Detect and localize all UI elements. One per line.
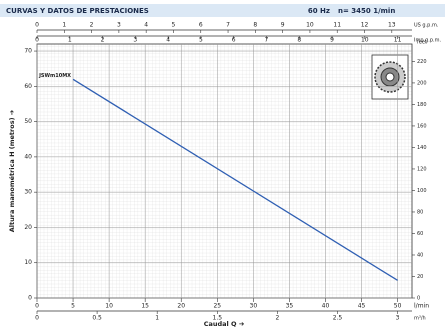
tick-label: 7 <box>226 22 230 29</box>
tick-label: 8 <box>297 37 301 44</box>
tick-label: 5 <box>199 37 203 44</box>
axis-unit: m³/h <box>414 316 426 322</box>
tick-label: 6 <box>232 37 236 44</box>
tick-label: 1.5 <box>213 315 223 322</box>
tick-label: 40 <box>417 252 423 258</box>
tick-label: 4 <box>144 22 148 29</box>
tick-label: 20 <box>417 274 423 280</box>
y-tick-label: 50 <box>24 118 32 125</box>
x-tick-label: 50 <box>394 303 402 310</box>
speed: n= 3450 1/min <box>338 7 395 15</box>
pump-icon <box>371 54 409 100</box>
tick-label: 220 <box>417 59 427 65</box>
tick-label: 2 <box>90 22 94 29</box>
tick-label: 2.5 <box>333 315 343 322</box>
tick-label: 11 <box>333 22 341 29</box>
x-tick-label: 25 <box>213 303 221 310</box>
tick-label: 60 <box>417 231 423 237</box>
series-label: JSWm10MX <box>38 73 71 79</box>
tick-label: 100 <box>417 188 427 194</box>
x-tick-label: 40 <box>322 303 330 310</box>
tick-label: 10 <box>361 37 369 44</box>
y-tick-label: 0 <box>28 295 32 302</box>
tick-label: 4 <box>166 37 170 44</box>
x-tick-label: 35 <box>286 303 294 310</box>
tick-label: 8 <box>253 22 257 29</box>
tick-label: 11 <box>394 37 402 44</box>
tick-label: 13 <box>388 22 396 29</box>
x-unit: l/min <box>414 303 429 310</box>
tick-label: 1 <box>62 22 66 29</box>
chart-title: CURVAS Y DATOS DE PRESTACIONES <box>6 7 149 15</box>
x-axis-label: Caudal Q ➔ <box>204 320 245 328</box>
tick-label: 3 <box>396 315 400 322</box>
frequency: 60 Hz <box>308 7 330 15</box>
x-tick-label: 15 <box>141 303 149 310</box>
axis-unit: US g.p.m. <box>414 23 439 29</box>
x-tick-label: 45 <box>358 303 366 310</box>
y-tick-label: 30 <box>24 189 32 196</box>
tick-label: 2 <box>101 37 105 44</box>
tick-label: 9 <box>281 22 285 29</box>
tick-label: 0 <box>417 296 420 302</box>
plot-area <box>36 43 413 299</box>
tick-label: 1 <box>155 315 159 322</box>
tick-label: 140 <box>417 145 427 151</box>
tick-label: 180 <box>417 102 427 108</box>
tick-label: 10 <box>306 22 314 29</box>
y-axis-label: Altura manométrica H (metros) ➔ <box>8 109 16 232</box>
tick-label: 3 <box>117 22 121 29</box>
tick-label: 160 <box>417 123 427 129</box>
tick-label: 6 <box>199 22 203 29</box>
x-tick-label: 5 <box>71 303 75 310</box>
tick-label: 9 <box>330 37 334 44</box>
tick-label: 0 <box>35 37 39 44</box>
tick-label: 5 <box>172 22 176 29</box>
tick-label: 1 <box>68 37 72 44</box>
y-tick-label: 20 <box>24 224 32 231</box>
tick-label: 12 <box>361 22 369 29</box>
y-tick-label: 70 <box>24 48 32 55</box>
y-tick-label: 40 <box>24 153 32 160</box>
x-tick-label: 30 <box>250 303 258 310</box>
header-band <box>0 4 445 17</box>
axis-unit: Imp g.p.m. <box>414 38 442 44</box>
y-tick-label: 60 <box>24 83 32 90</box>
x-tick-label: 0 <box>35 303 39 310</box>
x-tick-label: 20 <box>177 303 185 310</box>
tick-label: 7 <box>265 37 269 44</box>
x-tick-label: 10 <box>105 303 113 310</box>
tick-label: 2 <box>275 315 279 322</box>
tick-label: 80 <box>417 209 423 215</box>
tick-label: 120 <box>417 166 427 172</box>
tick-label: 0 <box>35 22 39 29</box>
axis-unit: feet <box>417 40 427 46</box>
tick-label: 200 <box>417 80 427 86</box>
tick-label: 3 <box>133 37 137 44</box>
tick-label: 0 <box>35 315 39 322</box>
series-line <box>72 78 398 281</box>
y-tick-label: 10 <box>24 259 32 266</box>
tick-label: 0.5 <box>92 315 102 322</box>
